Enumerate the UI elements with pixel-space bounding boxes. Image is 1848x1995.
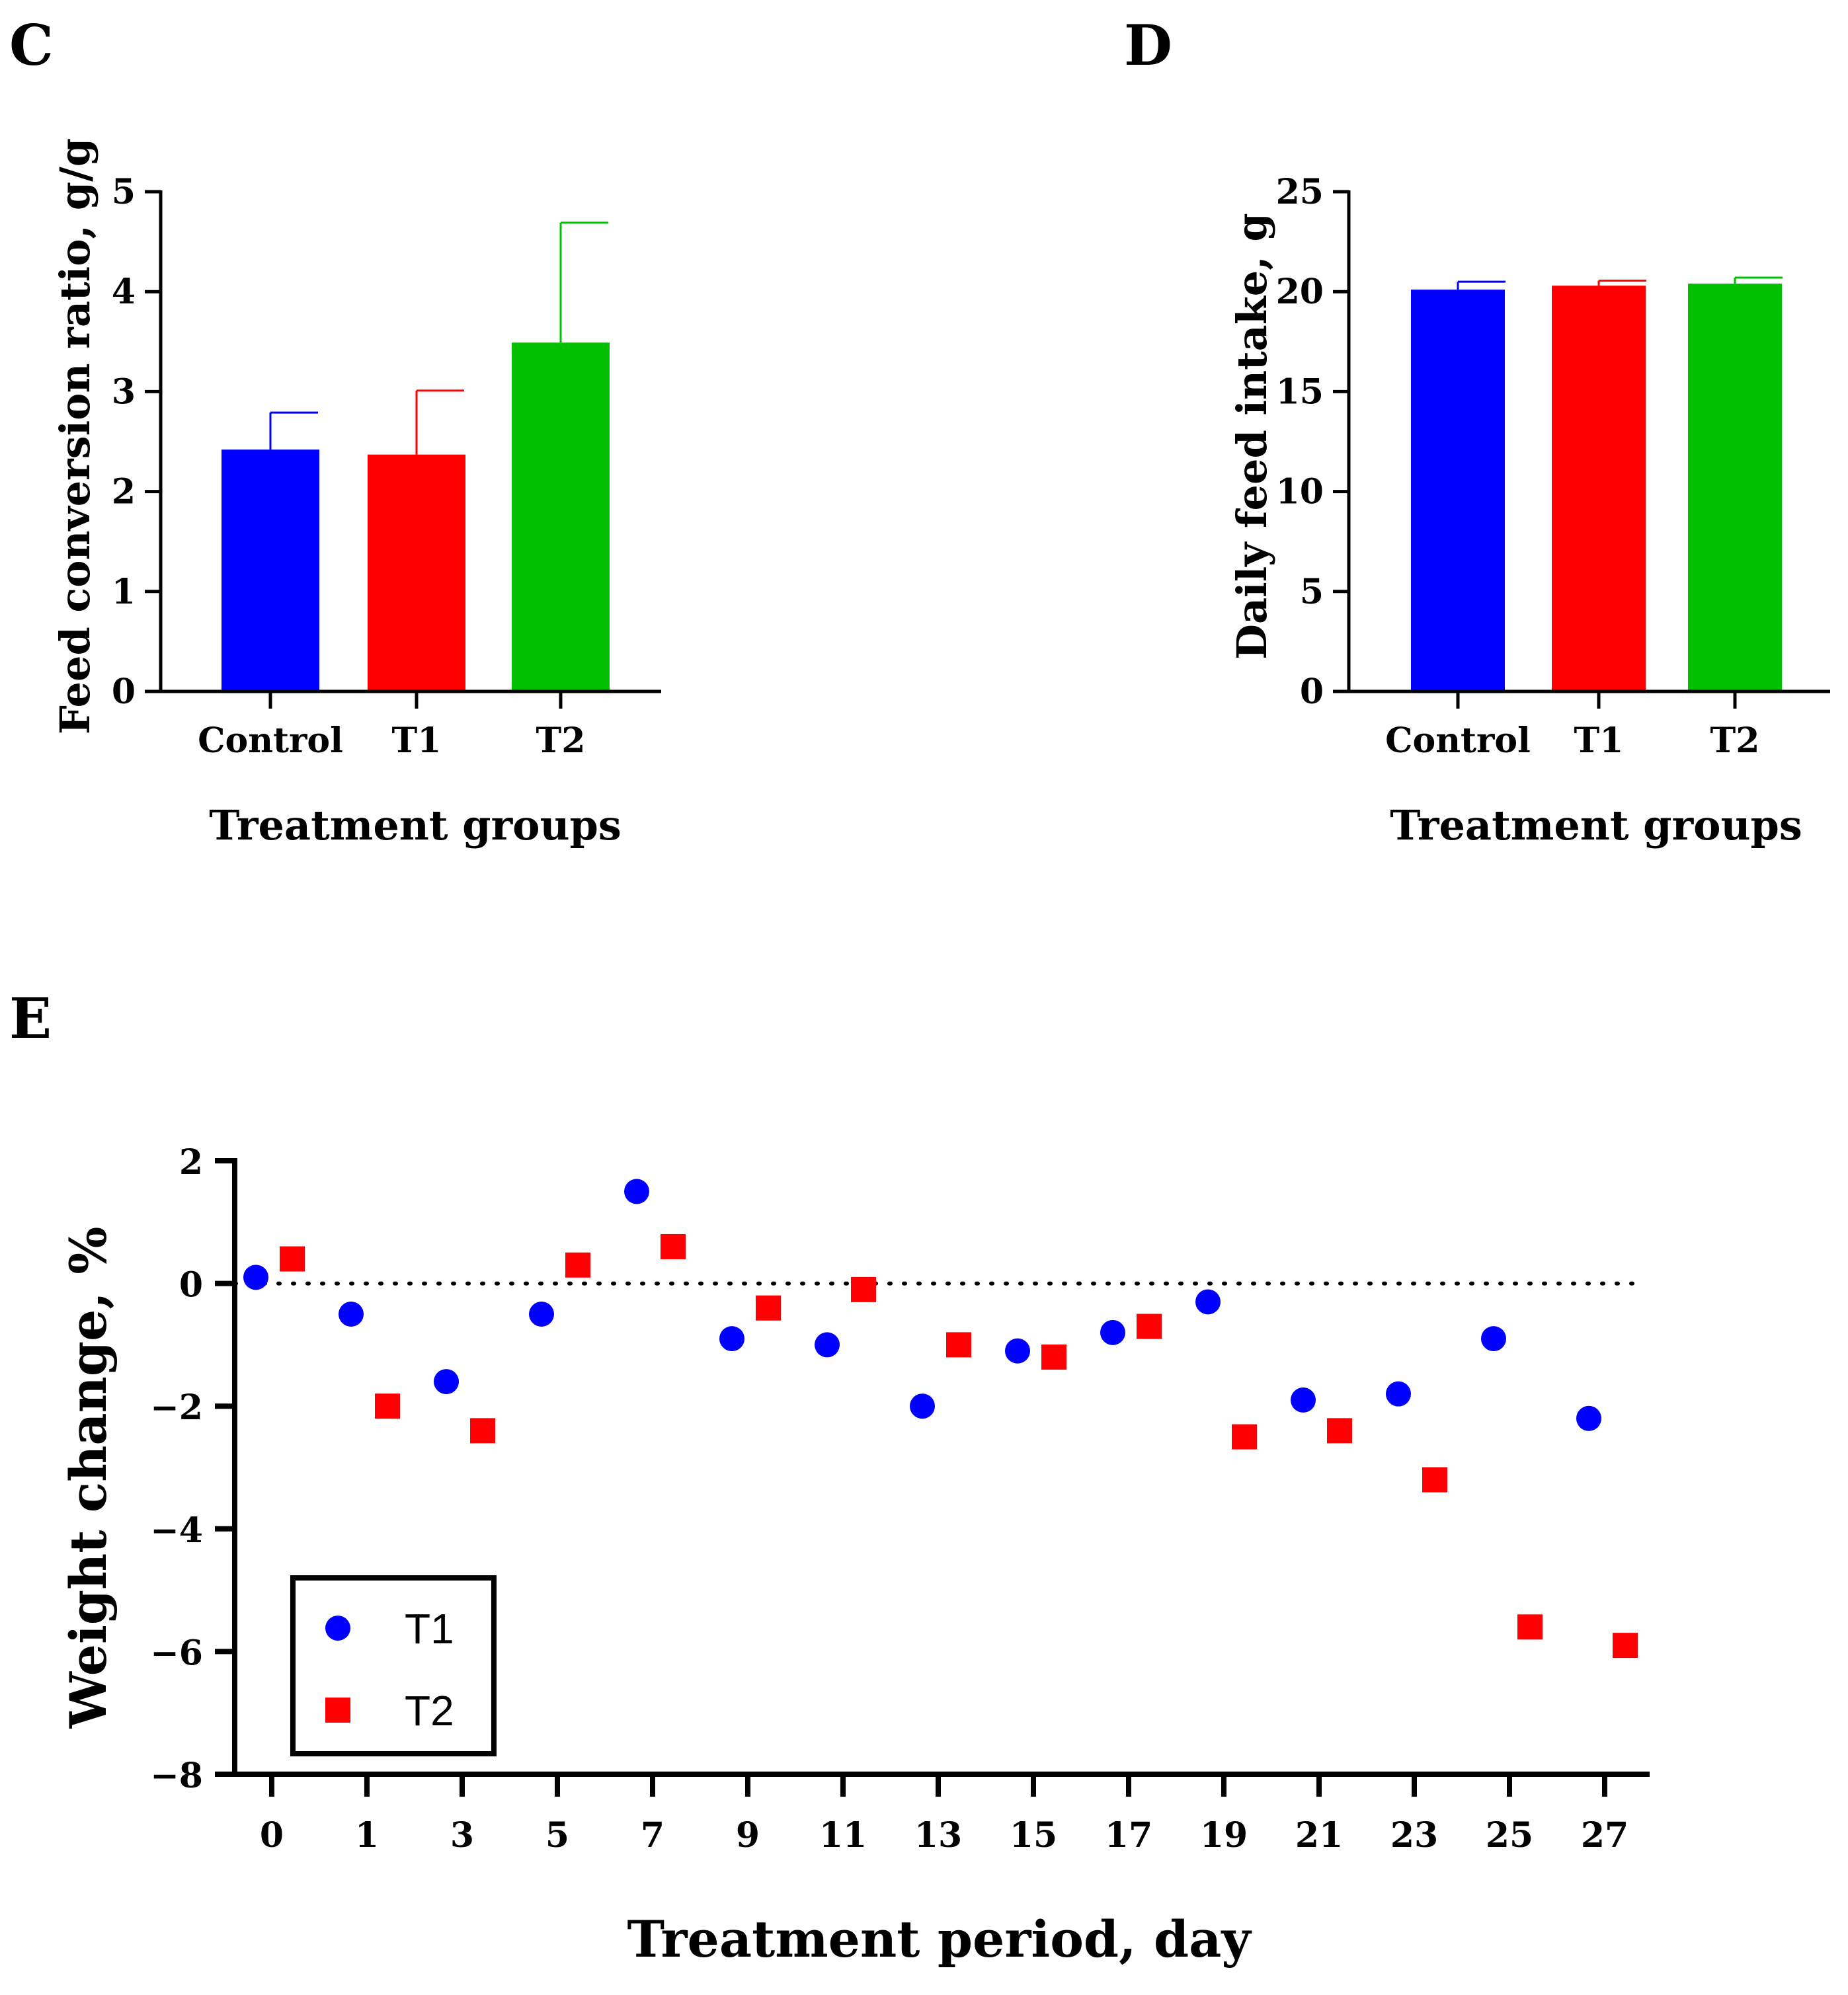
panel-e-legend-marker-t1 [325,1616,350,1641]
panel-e-xtick-label: 23 [1390,1815,1438,1856]
panel-e-xtick-label: 3 [450,1815,474,1856]
panel-d: D Daily feed intake, g 0 5 10 15 20 25 Control… [1124,13,1830,849]
panel-e-xtick-label: 5 [545,1815,569,1856]
panel-d-ytick-label: 5 [1300,572,1324,612]
panel-d-ytick-label: 10 [1276,472,1324,512]
panel-e-xtick-label: 0 [260,1815,284,1856]
panel-e-point-t2-day-13 [946,1332,971,1358]
panel-e-legend-marker-t2 [325,1698,350,1723]
panel-e-ytick-label: −8 [150,1756,203,1796]
panel-e-point-t1-day-21 [1291,1387,1316,1413]
panel-e-ylabel: Weight change, % [59,1227,118,1729]
panel-e-xlabel: Treatment period, day [627,1910,1252,1969]
panel-e-ytick-label: 2 [179,1142,203,1183]
panel-e-point-t2-day-11 [851,1276,876,1302]
panel-e-legend-box [290,1575,497,1756]
panel-e-point-t2-day-25 [1517,1614,1543,1640]
panel-e-point-t1-day-19 [1195,1289,1221,1315]
panel-e-point-t1-day-13 [910,1393,935,1419]
panel-e-point-t2-day-3 [470,1418,495,1444]
panel-e-point-t1-day-23 [1386,1381,1411,1407]
panel-d-ytick-label: 25 [1276,172,1324,212]
panel-e-xtick-label: 27 [1581,1815,1628,1856]
panel-e-point-t1-day-25 [1481,1326,1506,1352]
panel-e-point-t2-day-17 [1137,1313,1162,1339]
panel-d-bar-t2 [1688,284,1782,691]
panel-e-point-t1-day-3 [434,1369,459,1395]
panel-e-legend-label-t2: T2 [405,1687,454,1735]
panel-e-point-t1-day-9 [719,1326,744,1352]
panel-c-bar-control [221,450,319,691]
panel-d-ytick-label: 15 [1276,372,1324,412]
panel-d-bar-t1 [1552,286,1646,691]
panel-e-ytick-label: 0 [179,1265,203,1306]
panel-e-xtick-label: 19 [1200,1815,1248,1856]
panel-d-xtick-label: T2 [1710,721,1760,761]
panel-e-xtick-label: 17 [1105,1815,1152,1856]
panel-e-point-t1-day-0 [243,1265,268,1290]
panel-e-point-t1-day-5 [529,1302,554,1327]
panel-d-ytick-label: 0 [1300,672,1324,712]
panel-e-point-t2-day-5 [565,1252,590,1278]
panel-c-ytick-label: 2 [112,472,136,512]
panel-e-point-t2-day-1 [375,1393,400,1419]
panel-c-ylabel: Feed conversion ratio, g/g [51,138,99,734]
panel-e-xtick-label: 15 [1010,1815,1057,1856]
panel-c-bar-t1 [368,454,465,691]
panel-c: C Feed conversion ratio, g/g 0 1 2 3 4 5 Contr… [9,13,661,849]
panel-c-ytick-label: 5 [112,172,136,212]
panel-d-ytick-label: 20 [1276,272,1324,312]
panel-e-point-t1-day-7 [624,1179,649,1204]
panel-e-point-t1-day-27 [1576,1405,1601,1431]
panel-e-point-t2-day-9 [756,1295,781,1321]
panel-c-bar-t2 [512,342,610,691]
panel-e-ytick-label: −6 [150,1633,203,1673]
panel-letter-c: C [9,13,54,78]
panel-c-xlabel: Treatment groups [209,801,622,849]
panel-e-legend: T1 T2 [290,1575,497,1756]
panel-e-ytick-label: −2 [150,1388,203,1428]
panel-e-xtick-label: 11 [819,1815,867,1856]
panel-c-plot-area: 0 1 2 3 4 5 Control T1 T2 [112,172,661,761]
panel-c-ytick-label: 0 [112,672,136,712]
panel-e-point-t1-day-17 [1100,1319,1125,1345]
panel-e-xtick-label: 21 [1295,1815,1343,1856]
panel-e-point-t1-day-11 [815,1332,840,1358]
panel-c-ytick-label: 1 [112,572,136,612]
panel-e-point-t2-day-23 [1422,1467,1447,1493]
panel-letter-e: E [9,986,52,1051]
panel-e-xtick-label: 25 [1486,1815,1533,1856]
panel-c-ytick-label: 3 [112,372,136,412]
panel-c-xtick-label: Control [198,721,343,761]
panel-e-point-t2-day-27 [1613,1633,1638,1659]
panel-d-plot-area: 0 5 10 15 20 25 Control T1 T2 [1276,172,1830,761]
panel-e-point-t2-day-19 [1232,1424,1257,1450]
panel-letter-d: D [1124,13,1172,78]
panel-c-ytick-label: 4 [112,272,136,312]
panel-c-xtick-label: T1 [392,721,442,761]
panel-d-bar-control [1411,290,1505,691]
panel-e-point-t1-day-1 [339,1302,364,1327]
panel-d-xtick-label: T1 [1574,721,1624,761]
panel-d-xtick-label: Control [1385,721,1531,761]
panel-e-point-t2-day-7 [661,1233,686,1259]
panel-e-point-t1-day-15 [1005,1338,1030,1364]
panel-e-xtick-label: 9 [736,1815,760,1856]
panel-e-xtick-label: 7 [641,1815,664,1856]
panel-e-point-t2-day-0 [280,1246,305,1272]
panel-e-point-t2-day-21 [1327,1418,1352,1444]
panel-e-ytick-label: −4 [150,1510,203,1551]
panel-e-xtick-label: 13 [914,1815,962,1856]
panel-e-legend-label-t1: T1 [405,1605,454,1653]
panel-e-xtick-label: 1 [355,1815,379,1856]
panel-d-ylabel: Daily feed intake, g [1228,213,1276,660]
panel-e-point-t2-day-15 [1041,1344,1066,1370]
panel-c-xtick-label: T2 [536,721,586,761]
panel-d-xlabel: Treatment groups [1390,801,1802,849]
